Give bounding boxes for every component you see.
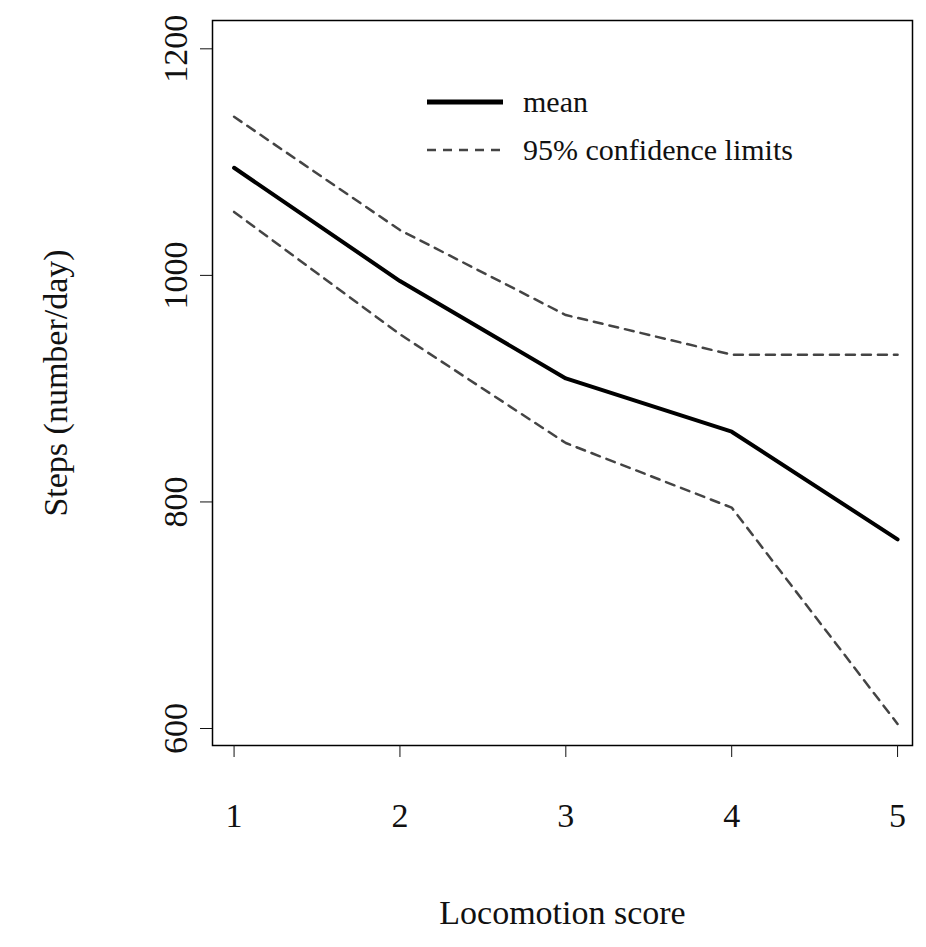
svg-text:600: 600	[157, 703, 194, 754]
svg-text:4: 4	[723, 797, 740, 834]
svg-text:800: 800	[157, 476, 194, 527]
svg-text:Locomotion score: Locomotion score	[439, 894, 685, 931]
svg-text:1200: 1200	[157, 15, 194, 83]
html-text:mean: mean	[523, 85, 588, 118]
svg-text:2: 2	[391, 797, 408, 834]
svg-text:1000: 1000	[157, 241, 194, 309]
svg-text:3: 3	[557, 797, 574, 834]
svg-text:5: 5	[889, 797, 906, 834]
html-text:95% confidence limits: 95% confidence limits	[523, 133, 793, 166]
svg-text:Steps (number/day): Steps (number/day)	[37, 249, 75, 516]
svg-text:1: 1	[226, 797, 243, 834]
